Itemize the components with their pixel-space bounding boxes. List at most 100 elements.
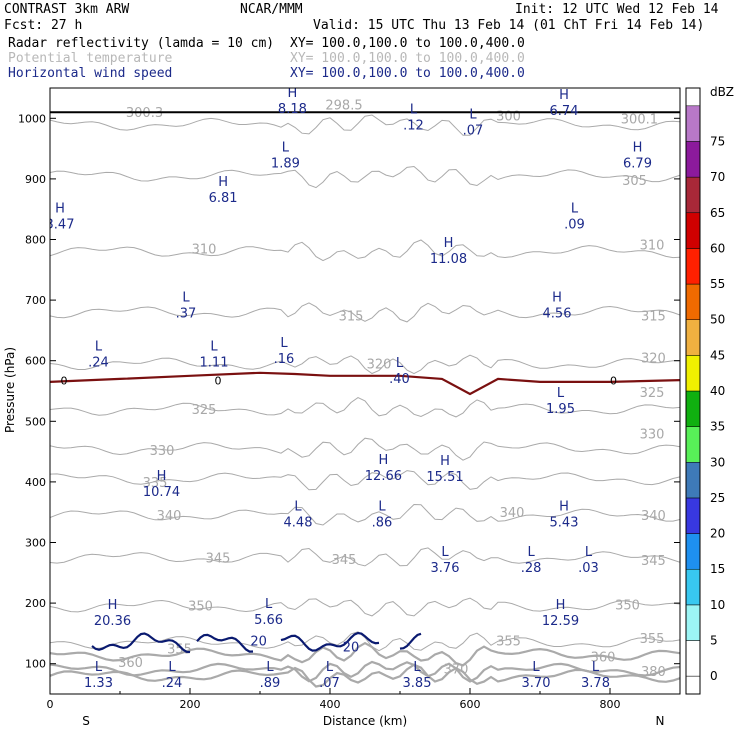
hl-marker: L1.95 (546, 386, 575, 417)
hl-type: H (552, 290, 562, 305)
hl-marker: L1.11 (200, 339, 229, 370)
hl-value: 5.66 (254, 613, 283, 628)
hl-type: L (532, 660, 540, 675)
theta-label: 315 (339, 309, 364, 324)
theta-label: 320 (641, 352, 666, 367)
x-tick-label: 600 (460, 698, 481, 711)
colorbar-label: 45 (710, 348, 725, 362)
hl-type: L (469, 107, 477, 122)
hl-type: H (633, 141, 643, 156)
hl-type: L (182, 290, 190, 305)
colorbar-label: 35 (710, 420, 725, 434)
wind-contour-20 (196, 633, 254, 653)
hl-marker: L.40 (389, 356, 410, 387)
theta-contour-305 (50, 165, 680, 189)
y-tick-label: 700 (25, 294, 46, 307)
y-axis-label: Pressure (hPa) (3, 347, 17, 433)
hl-type: L (294, 499, 302, 514)
theta-contour-360 (50, 641, 680, 667)
header-field2-name: Potential temperature (8, 51, 173, 66)
high-low-markers: L1.33L.24L.89L.07L3.85L3.70L3.78H20.36L5… (46, 88, 652, 691)
hl-type: H (440, 454, 450, 469)
hl-marker: L.28 (521, 545, 542, 576)
theta-contour-300 (50, 114, 680, 136)
hl-type: L (410, 103, 418, 118)
hl-marker: L.07 (463, 107, 484, 138)
theta-contour-380 (50, 663, 680, 688)
hl-type: L (527, 545, 535, 560)
hl-marker: H20.36 (94, 598, 131, 629)
colorbar-swatch-30 (685, 426, 701, 463)
theta-label: 325 (640, 386, 665, 401)
hl-value: 1.11 (200, 355, 229, 370)
y-tick-label: 800 (25, 234, 46, 247)
hl-type: L (396, 356, 404, 371)
wind-contour-20 (91, 632, 191, 654)
freezing-level-line: 0 0 0 (50, 371, 680, 396)
colorbar-swatch-65 (685, 176, 701, 214)
colorbar-swatch-40 (685, 355, 701, 392)
colorbar-swatch-20 (685, 497, 701, 534)
hl-value: 15.51 (426, 470, 463, 485)
hl-marker: H5.43 (550, 499, 579, 530)
theta-contour-340 (50, 503, 680, 526)
theta-label: 345 (641, 554, 666, 569)
header-forecast-hour: Fcst: 27 h (4, 18, 82, 33)
hl-value: 3.47 (46, 217, 75, 232)
hl-marker: L3.78 (581, 660, 610, 691)
colorbar-swatch-35 (685, 390, 701, 427)
colorbar-label: 55 (710, 277, 725, 291)
theta-contour-325 (50, 397, 680, 418)
x-axis: 0 200 400 600 800 (47, 688, 681, 711)
header: CONTRAST 3km ARW NCAR/MMM Init: 12 UTC W… (4, 2, 719, 81)
hl-marker: H11.08 (430, 236, 467, 267)
hl-type: L (557, 386, 565, 401)
colorbar-label: 25 (710, 491, 725, 505)
hl-value: .24 (88, 355, 109, 370)
hl-value: 6.81 (209, 191, 238, 206)
theta-label: 300.1 (621, 112, 658, 127)
hl-value: .40 (389, 372, 410, 387)
hl-marker: L1.89 (271, 141, 300, 172)
header-valid-time: Valid: 15 UTC Thu 13 Feb 14 (01 ChT Fri … (313, 18, 704, 33)
hl-type: H (55, 201, 65, 216)
hl-value: 6.74 (550, 104, 579, 119)
hl-marker: L.09 (564, 201, 585, 232)
hl-value: 11.08 (430, 252, 467, 267)
wind-label: 20 (343, 641, 360, 656)
theta-label: 345 (332, 553, 357, 568)
hl-type: L (413, 660, 421, 675)
theta-label: 355 (640, 632, 665, 647)
hl-marker: H8.18 (278, 88, 307, 117)
hl-marker: L.24 (88, 339, 109, 370)
hl-value: 10.74 (143, 485, 180, 500)
hl-type: H (559, 88, 569, 103)
potential-temperature-contours: 380 370 360 360 355 355 355 350 350 345 345 345 340 3… (50, 98, 680, 688)
colorbar-label: 5 (710, 634, 718, 648)
theta-label: 335 (143, 476, 168, 491)
hl-marker: L.37 (176, 290, 197, 321)
hl-type: L (378, 499, 386, 514)
hl-value: 4.56 (543, 306, 572, 321)
theta-label: 315 (641, 309, 666, 324)
hl-marker: H12.59 (542, 598, 579, 629)
theta-label: 320 (367, 358, 392, 373)
hl-marker: H12.66 (365, 453, 402, 484)
colorbar-label: 50 (710, 313, 725, 327)
hl-marker: L.24 (162, 660, 183, 691)
plot-frame (49, 87, 681, 695)
colorbar-swatch-0 (685, 640, 701, 677)
hl-value: .89 (260, 676, 281, 691)
hl-type: L (210, 339, 218, 354)
hl-value: .24 (162, 676, 183, 691)
theta-label: 355 (167, 643, 192, 658)
theta-label: 330 (640, 427, 665, 442)
theta-label: 360 (118, 656, 143, 671)
theta-label: 380 (641, 665, 666, 680)
hl-marker: H15.51 (426, 454, 463, 485)
hl-value: .09 (564, 217, 585, 232)
hl-type: L (266, 660, 274, 675)
hl-value: 1.89 (271, 157, 300, 172)
y-tick-label: 400 (25, 476, 46, 489)
hl-value: 3.85 (403, 676, 432, 691)
